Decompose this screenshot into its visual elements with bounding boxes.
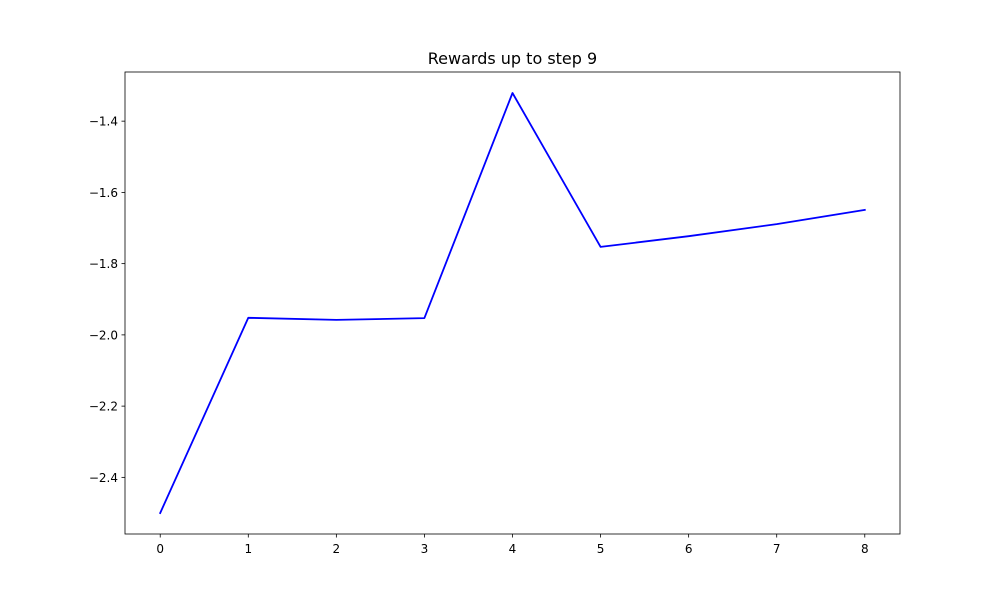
x-axis-ticks: 0 1 2 3 4 5 6 7 8 xyxy=(156,534,869,556)
x-tick-label: 4 xyxy=(509,542,517,556)
x-tick-label: 3 xyxy=(421,542,429,556)
chart-title: Rewards up to step 9 xyxy=(428,49,597,68)
axes-frame xyxy=(124,71,901,535)
y-tick-label: −1.4 xyxy=(89,115,118,129)
x-tick-label: 7 xyxy=(773,542,781,556)
y-tick-label: −2.2 xyxy=(89,400,118,414)
plot-series xyxy=(159,92,866,515)
x-tick-label: 5 xyxy=(597,542,605,556)
y-tick-label: −1.6 xyxy=(89,186,118,200)
y-tick-label: −2.4 xyxy=(89,471,118,485)
x-tick-label: 0 xyxy=(156,542,164,556)
y-tick-label: −2.0 xyxy=(89,328,118,342)
x-tick-label: 2 xyxy=(333,542,341,556)
x-tick-label: 6 xyxy=(685,542,693,556)
x-tick-label: 8 xyxy=(861,542,869,556)
reward-series-line xyxy=(159,92,866,515)
y-tick-label: −1.8 xyxy=(89,257,118,271)
x-tick-label: 1 xyxy=(244,542,252,556)
y-axis-ticks: −2.4 −2.2 −2.0 −1.8 −1.6 −1.4 xyxy=(89,115,125,485)
